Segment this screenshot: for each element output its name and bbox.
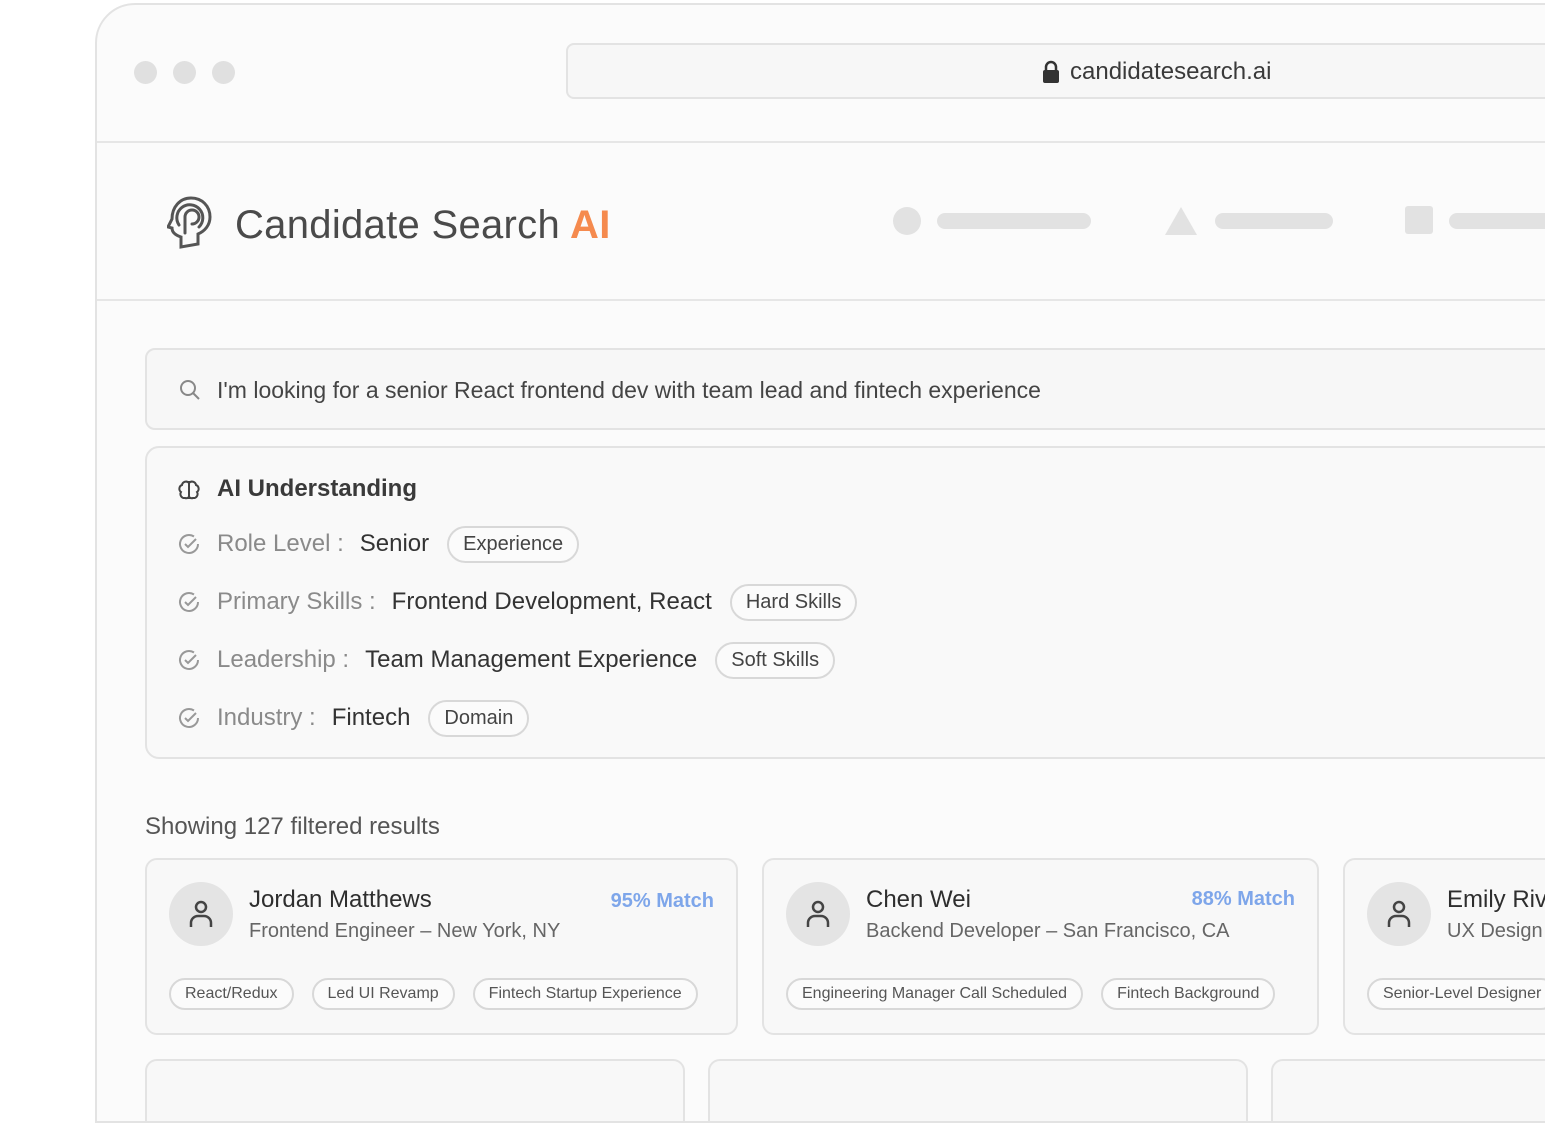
candidate-chip: Engineering Manager Call Scheduled <box>786 978 1084 1010</box>
nav-placeholder-circle-icon[interactable] <box>893 207 921 235</box>
app-header: Candidate Search AI <box>97 145 1545 301</box>
user-icon <box>1387 900 1411 927</box>
candidate-role: UX Design <box>1447 920 1543 942</box>
results-count: Showing 127 filtered results <box>145 813 440 840</box>
search-input[interactable]: I'm looking for a senior React frontend … <box>145 348 1545 430</box>
brand-text: Candidate Search <box>235 203 561 247</box>
browser-window: candidatesearch.ai Candidate Search AI I'… <box>95 3 1545 1123</box>
candidate-card[interactable] <box>708 1059 1248 1121</box>
candidate-chip: Led UI Revamp <box>311 978 455 1010</box>
row-value: Fintech <box>331 704 411 731</box>
row-value: Frontend Development, React <box>391 588 712 615</box>
avatar <box>1367 882 1431 946</box>
match-score: 95% Match <box>610 890 714 912</box>
row-label: Leadership : <box>217 646 350 673</box>
brand-title: Candidate Search AI <box>235 203 611 248</box>
candidate-card[interactable] <box>145 1059 685 1121</box>
nav-placeholder-triangle-icon[interactable] <box>1165 207 1197 235</box>
ai-understanding-panel: AI Understanding Role Level : Senior Exp… <box>145 446 1545 759</box>
understanding-row: Industry : Fintech Domain <box>177 698 530 738</box>
search-query[interactable]: I'm looking for a senior React frontend … <box>217 377 1041 403</box>
row-value: Senior <box>359 530 430 557</box>
understanding-row: Primary Skills : Frontend Development, R… <box>177 582 858 622</box>
candidate-name: Chen Wei <box>866 886 971 913</box>
lock-icon <box>1043 60 1059 83</box>
candidate-role: Frontend Engineer – New York, NY <box>249 920 561 942</box>
candidate-chip: React/Redux <box>169 978 294 1010</box>
brand-accent: AI <box>570 203 611 247</box>
row-tag: Hard Skills <box>729 583 858 621</box>
avatar <box>169 882 233 946</box>
row-tag: Soft Skills <box>715 641 836 679</box>
avatar <box>786 882 850 946</box>
browser-titlebar: candidatesearch.ai <box>97 5 1545 143</box>
candidate-name: Jordan Matthews <box>249 886 432 913</box>
search-icon <box>180 380 200 400</box>
candidate-chip: Senior-Level Designer <box>1367 978 1545 1010</box>
ai-understanding-title: AI Understanding <box>217 475 418 502</box>
check-circle-icon <box>179 592 199 612</box>
candidate-card[interactable]: Jordan Matthews Frontend Engineer – New … <box>145 858 738 1035</box>
row-label: Role Level : <box>217 530 344 557</box>
check-circle-icon <box>179 708 199 728</box>
row-tag: Domain <box>428 699 530 737</box>
match-score: 88% Match <box>1191 888 1295 910</box>
window-minimize-button[interactable] <box>173 61 196 84</box>
understanding-row: Role Level : Senior Experience <box>177 524 580 564</box>
head-logo-icon <box>167 196 212 249</box>
brain-icon <box>178 480 200 500</box>
nav-placeholder-bar <box>1449 213 1545 229</box>
window-maximize-button[interactable] <box>212 61 235 84</box>
nav-placeholder-bar <box>937 213 1091 229</box>
candidate-card[interactable] <box>1271 1059 1545 1121</box>
user-icon <box>806 900 830 927</box>
check-circle-icon <box>179 534 199 554</box>
window-close-button[interactable] <box>134 61 157 84</box>
nav-placeholder-square-icon[interactable] <box>1405 206 1433 234</box>
candidate-card[interactable]: Chen Wei Backend Developer – San Francis… <box>762 858 1319 1035</box>
candidate-card[interactable]: Emily Riv UX Design Senior-Level Designe… <box>1343 858 1545 1035</box>
url-text: candidatesearch.ai <box>1070 58 1272 85</box>
candidate-role: Backend Developer – San Francisco, CA <box>866 920 1230 942</box>
nav-placeholder-bar <box>1215 213 1333 229</box>
row-label: Industry : <box>217 704 316 731</box>
user-icon <box>189 900 213 927</box>
row-value: Team Management Experience <box>365 646 698 673</box>
row-label: Primary Skills : <box>217 588 376 615</box>
address-bar[interactable]: candidatesearch.ai <box>566 43 1545 99</box>
candidate-chip: Fintech Startup Experience <box>472 978 698 1010</box>
row-tag: Experience <box>447 525 580 563</box>
understanding-row: Leadership : Team Management Experience … <box>177 640 836 680</box>
check-circle-icon <box>179 650 199 670</box>
candidate-chip: Fintech Background <box>1101 978 1276 1010</box>
candidate-name: Emily Riv <box>1447 886 1545 913</box>
